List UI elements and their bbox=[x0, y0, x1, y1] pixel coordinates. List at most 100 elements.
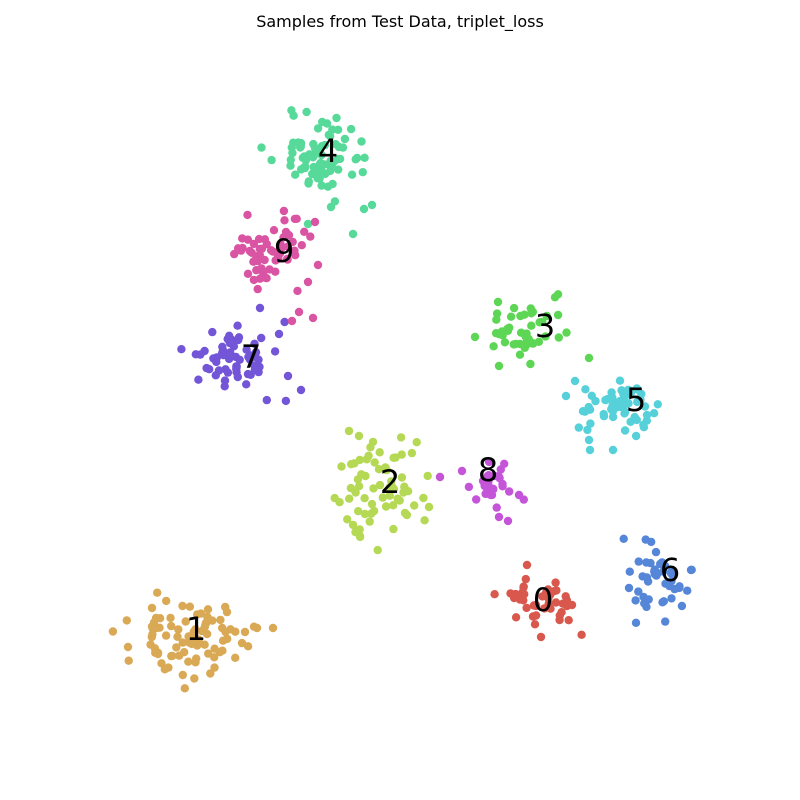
point-class-5 bbox=[637, 389, 646, 399]
point-class-9 bbox=[253, 284, 262, 294]
point-class-9 bbox=[230, 249, 239, 259]
point-class-8 bbox=[514, 490, 524, 500]
point-class-9 bbox=[297, 241, 306, 250]
point-class-2 bbox=[400, 508, 410, 518]
point-class-3 bbox=[515, 350, 525, 359]
point-class-6 bbox=[658, 598, 667, 607]
point-class-2 bbox=[373, 545, 382, 555]
point-class-2 bbox=[375, 448, 384, 457]
point-class-4 bbox=[315, 160, 325, 169]
point-class-4 bbox=[317, 181, 326, 190]
point-class-3 bbox=[521, 332, 530, 341]
point-class-2 bbox=[343, 515, 352, 524]
point-class-9 bbox=[271, 256, 280, 265]
point-class-7 bbox=[220, 376, 230, 385]
point-class-7 bbox=[234, 335, 243, 345]
point-class-4 bbox=[352, 153, 362, 163]
point-class-2 bbox=[355, 525, 364, 534]
point-class-0 bbox=[519, 596, 528, 605]
point-class-7 bbox=[296, 385, 306, 395]
point-class-0 bbox=[550, 587, 559, 596]
point-class-1 bbox=[185, 602, 195, 611]
point-class-2 bbox=[412, 438, 421, 447]
point-class-5 bbox=[640, 402, 650, 411]
point-class-1 bbox=[124, 656, 133, 665]
point-class-4 bbox=[286, 155, 295, 164]
point-class-3 bbox=[493, 297, 503, 307]
point-class-4 bbox=[327, 159, 336, 168]
point-class-4 bbox=[286, 161, 295, 170]
point-class-6 bbox=[650, 567, 659, 576]
point-class-5 bbox=[599, 409, 608, 419]
point-class-3 bbox=[553, 290, 563, 299]
point-class-5 bbox=[574, 423, 583, 432]
point-class-3 bbox=[509, 303, 519, 313]
point-class-5 bbox=[617, 386, 626, 395]
point-class-1 bbox=[172, 643, 181, 652]
point-class-3 bbox=[542, 311, 551, 321]
point-class-1 bbox=[181, 617, 190, 626]
point-class-4 bbox=[304, 179, 313, 188]
point-class-2 bbox=[420, 516, 429, 525]
point-class-1 bbox=[222, 607, 232, 617]
point-class-9 bbox=[265, 265, 274, 274]
point-class-2 bbox=[387, 477, 396, 486]
point-class-6 bbox=[683, 586, 692, 595]
point-class-0 bbox=[551, 598, 561, 607]
point-class-4 bbox=[334, 165, 343, 174]
point-class-7 bbox=[217, 349, 227, 358]
point-class-5 bbox=[561, 391, 571, 401]
point-class-8 bbox=[435, 472, 445, 482]
point-class-7 bbox=[274, 329, 284, 339]
point-class-3 bbox=[489, 342, 498, 351]
point-class-4 bbox=[358, 168, 367, 177]
point-class-1 bbox=[178, 638, 187, 647]
point-class-4 bbox=[313, 124, 323, 133]
point-class-3 bbox=[492, 309, 502, 318]
point-class-4 bbox=[299, 163, 308, 172]
point-class-5 bbox=[583, 425, 592, 435]
point-class-1 bbox=[231, 627, 240, 636]
point-class-6 bbox=[641, 535, 650, 544]
point-class-3 bbox=[492, 315, 501, 324]
point-class-8 bbox=[484, 471, 493, 480]
point-class-2 bbox=[344, 426, 354, 436]
point-class-3 bbox=[554, 333, 563, 342]
point-class-2 bbox=[355, 455, 364, 465]
point-class-8 bbox=[484, 489, 493, 498]
point-class-5 bbox=[608, 401, 617, 410]
point-class-1 bbox=[204, 649, 213, 658]
point-class-3 bbox=[509, 340, 518, 349]
point-class-2 bbox=[396, 433, 406, 442]
point-class-5 bbox=[653, 400, 662, 409]
point-class-9 bbox=[313, 260, 323, 270]
point-class-5 bbox=[631, 431, 641, 441]
point-class-1 bbox=[223, 634, 232, 644]
point-class-5 bbox=[584, 402, 593, 412]
point-class-1 bbox=[174, 625, 183, 634]
point-class-8 bbox=[472, 495, 481, 504]
point-class-8 bbox=[496, 465, 505, 474]
point-class-7 bbox=[225, 349, 234, 358]
point-class-1 bbox=[210, 653, 219, 662]
point-class-7 bbox=[233, 372, 242, 382]
point-class-8 bbox=[505, 487, 514, 496]
point-class-8 bbox=[492, 503, 501, 512]
point-class-6 bbox=[624, 583, 634, 593]
point-class-3 bbox=[506, 312, 516, 321]
point-class-5 bbox=[570, 376, 580, 386]
point-class-5 bbox=[649, 409, 659, 418]
point-class-9 bbox=[243, 210, 252, 220]
point-class-2 bbox=[389, 453, 398, 462]
point-class-1 bbox=[166, 613, 175, 623]
point-class-4 bbox=[296, 142, 305, 151]
point-class-1 bbox=[178, 601, 187, 611]
point-class-7 bbox=[214, 366, 224, 375]
point-class-1 bbox=[196, 609, 206, 618]
point-class-2 bbox=[354, 507, 363, 516]
point-class-1 bbox=[162, 596, 171, 606]
point-class-9 bbox=[310, 217, 320, 227]
point-class-9 bbox=[238, 234, 247, 243]
point-class-2 bbox=[348, 520, 358, 530]
point-class-3 bbox=[562, 328, 571, 337]
